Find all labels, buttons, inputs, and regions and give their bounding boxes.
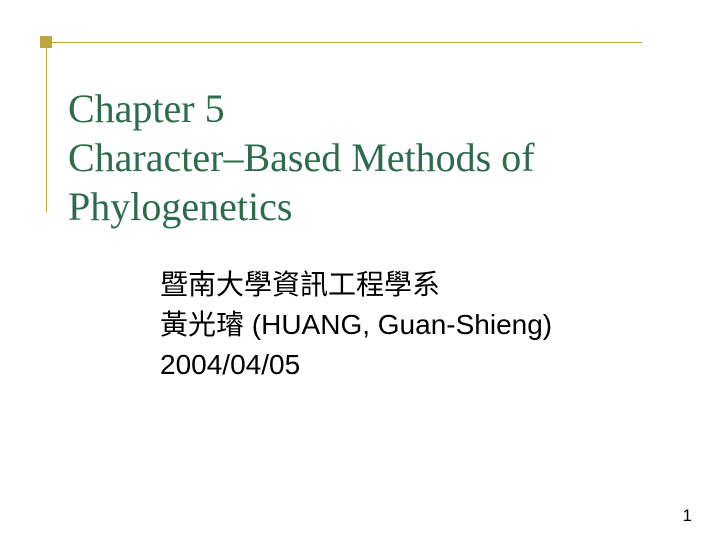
subtitle-block: 暨南大學資訊工程學系 黃光璿 (HUANG, Guan-Shieng) 2004… (160, 265, 640, 384)
top-border-line (46, 42, 642, 43)
title-line-1: Chapter 5 (68, 85, 648, 134)
page-number: 1 (683, 506, 692, 526)
subtitle-line-2: 黃光璿 (HUANG, Guan-Shieng) (160, 305, 640, 345)
subtitle-line-1: 暨南大學資訊工程學系 (160, 265, 640, 305)
left-border-line (46, 42, 47, 212)
title-line-3: Phylogenetics (68, 183, 648, 232)
title-block: Chapter 5 Character–Based Methods of Phy… (68, 85, 648, 231)
subtitle-line-3: 2004/04/05 (160, 345, 640, 385)
title-line-2: Character–Based Methods of (68, 134, 648, 183)
